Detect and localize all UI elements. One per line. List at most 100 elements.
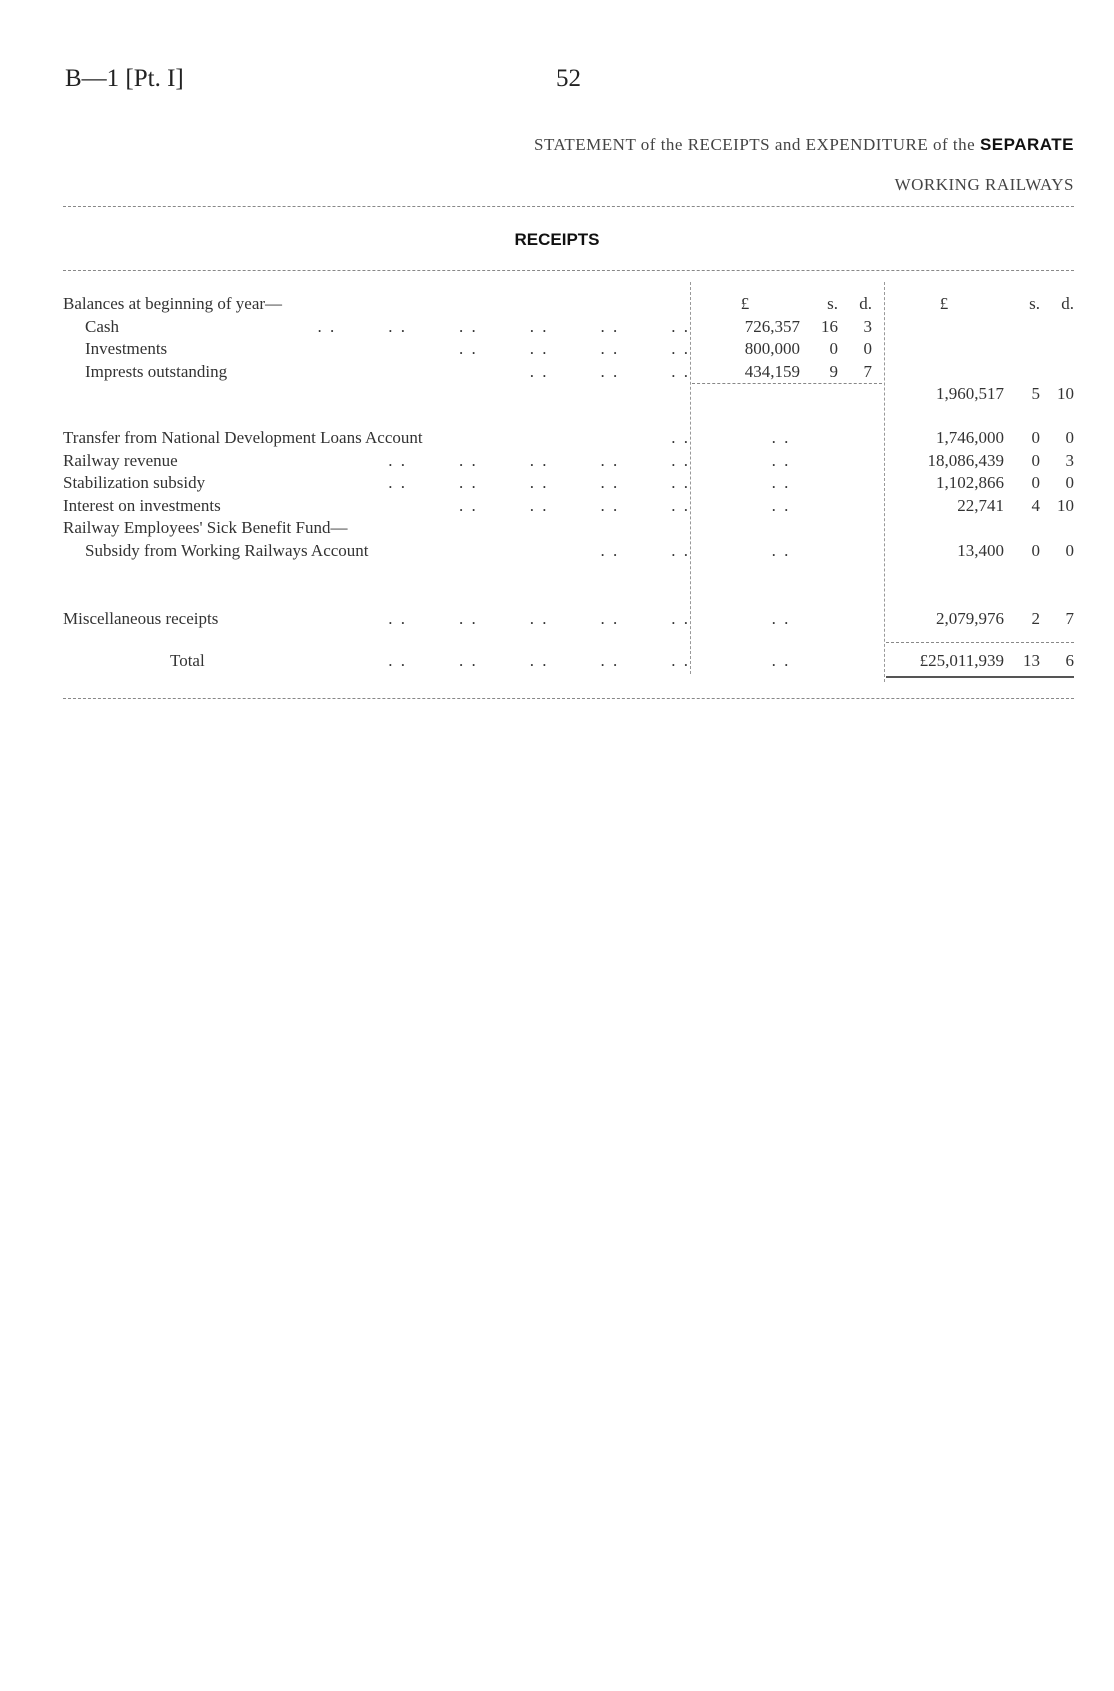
amount-pounds: £25,011,939 xyxy=(919,650,1004,670)
amount-pence: 7 xyxy=(863,361,873,381)
leader-dots: . . xyxy=(459,473,478,492)
title-bold: SEPARATE xyxy=(979,135,1074,154)
amount-pence: 3 xyxy=(1065,450,1075,470)
amount-pence: 10 xyxy=(1057,384,1074,403)
leader-dots: . . xyxy=(459,316,478,336)
leader-dots: . . xyxy=(771,650,791,670)
amount-shillings: 16 xyxy=(821,316,838,336)
amount-pounds: 2,079,976 xyxy=(936,608,1004,628)
amount-pence: 6 xyxy=(1065,650,1075,670)
amount-pounds: 434,159 xyxy=(744,361,800,381)
leader-dots-group: . . . . . . . . xyxy=(167,339,690,359)
amount-shillings: 4 xyxy=(1031,495,1041,515)
leader-dots: . . xyxy=(459,650,478,670)
leader-dots: . . xyxy=(529,450,549,470)
leader-dots: . . xyxy=(388,608,407,628)
amount-pounds: 1,746,000 xyxy=(936,428,1004,447)
receipt-row: Stabilization subsidy . . . . . . . . . . . . 1… xyxy=(63,473,1074,496)
leader-dots: . . xyxy=(671,473,690,492)
amount-pounds: 18,086,439 xyxy=(927,450,1005,470)
receipt-row: Interest on investments . . . . . . . . . . 22… xyxy=(63,496,1074,519)
leader-dots: . . xyxy=(529,608,549,628)
leader-dots: . . xyxy=(671,608,690,628)
amount-shillings: 0 xyxy=(1031,450,1041,470)
amount-pence: 3 xyxy=(863,316,873,336)
leader-dots: . . xyxy=(529,316,549,336)
receipts-table: Balances at beginning of year— £ s. d. £ s. d.… xyxy=(63,294,1074,673)
row-label: Railway Employees' Sick Benefit Fund— xyxy=(63,518,348,537)
divider-rule xyxy=(63,206,1074,207)
leader-dots: . . xyxy=(529,650,549,670)
leader-dots: . . xyxy=(671,428,690,447)
leader-dots-group: . . . . . . . . . . xyxy=(205,473,690,493)
amount-pounds: 1,102,866 xyxy=(936,473,1004,492)
leader-dots: . . xyxy=(771,473,791,492)
leader-dots: . . xyxy=(600,339,620,358)
row-label: Investments xyxy=(85,339,168,358)
shillings-header: s. xyxy=(827,294,838,313)
leader-dots-group: . . . . . . . . xyxy=(221,496,690,516)
leader-dots: . . xyxy=(671,495,690,515)
amount-pounds: 13,400 xyxy=(957,540,1004,560)
total-row: Total . . . . . . . . . . . . £25,011,939 13 6 xyxy=(63,651,1074,674)
leader-dots: . . xyxy=(600,316,620,336)
page-number: 52 xyxy=(556,65,581,92)
leader-dots-group: . . . . . . . . . . xyxy=(205,651,690,671)
amount-pounds: 800,000 xyxy=(744,339,800,358)
leader-dots: . . xyxy=(771,608,791,628)
leader-dots: . . xyxy=(600,540,620,560)
row-label: Subsidy from Working Railways Account xyxy=(85,540,369,560)
leader-dots-group: . . . . . . . . . . xyxy=(218,609,690,629)
amount-pence: 10 xyxy=(1057,495,1074,515)
amount-pence: 0 xyxy=(1065,428,1075,447)
shillings-header: s. xyxy=(1029,294,1040,313)
column-divider xyxy=(884,282,885,682)
leader-dots: . . xyxy=(529,473,549,492)
amount-pence: 0 xyxy=(863,339,873,358)
leader-dots: . . xyxy=(459,339,478,358)
amount-shillings: 0 xyxy=(1031,473,1041,492)
receipt-row: Transfer from National Development Loans… xyxy=(63,428,1074,451)
amount-pence: 7 xyxy=(1065,608,1075,628)
amount-pounds: 726,357 xyxy=(744,316,800,336)
receipt-row: Miscellaneous receipts. .. .. .. .. .. .… xyxy=(63,609,1074,632)
leader-dots: . . xyxy=(529,495,549,515)
leader-dots: . . xyxy=(388,473,407,492)
balance-subtotal-row: 1,960,517 5 10 xyxy=(63,384,1074,407)
leader-dots: . . xyxy=(459,495,478,515)
pence-header: d. xyxy=(1061,294,1074,313)
leader-dots: . . xyxy=(771,428,791,447)
pounds-header: £ xyxy=(939,294,949,313)
leader-dots: . . xyxy=(317,316,337,336)
amount-shillings: 0 xyxy=(1031,540,1041,560)
balance-row: Imprests outstanding . . . . . . 434,159 9 7 xyxy=(63,362,1074,385)
section-heading: RECEIPTS xyxy=(514,230,600,249)
statement-subtitle: WORKING RAILWAYS xyxy=(894,175,1074,194)
row-label: Transfer from National Development Loans… xyxy=(63,428,423,447)
amount-shillings: 2 xyxy=(1031,608,1041,628)
leader-dots: . . xyxy=(771,540,791,560)
receipt-row: Railway revenue . . . . . . . . . . . . 18,086,… xyxy=(63,451,1074,474)
row-label: Miscellaneous receipts xyxy=(63,608,219,628)
leader-dots: . . xyxy=(459,608,478,628)
balance-row: Cash . . . . . . . . . . . . 726,357 16 3 xyxy=(63,317,1074,340)
leader-dots-group: . . xyxy=(423,428,690,448)
title-prefix: STATEMENT of the RECEIPTS and EXPENDITUR… xyxy=(534,135,976,154)
receipt-row: Railway Employees' Sick Benefit Fund— xyxy=(63,518,1074,541)
leader-dots: . . xyxy=(600,473,620,492)
row-label: Balances at beginning of year— xyxy=(63,294,283,313)
leader-dots-group: . . . . . . xyxy=(227,362,690,382)
receipt-row: Subsidy from Working Railways Account . .… xyxy=(63,541,1074,564)
amount-shillings: 5 xyxy=(1031,384,1041,403)
leader-dots: . . xyxy=(671,361,690,381)
leader-dots: . . xyxy=(671,450,690,470)
statement-title: STATEMENT of the RECEIPTS and EXPENDITUR… xyxy=(534,135,1074,155)
balance-row: Investments . . . . . . . . 800,000 0 0 xyxy=(63,339,1074,362)
row-label: Cash xyxy=(85,316,119,336)
leader-dots: . . xyxy=(529,361,549,381)
leader-dots-group: . . . . . . . . . . . . xyxy=(119,317,690,337)
column-divider xyxy=(690,282,691,674)
leader-dots: . . xyxy=(671,650,690,670)
subtotal-rule xyxy=(692,383,882,384)
leader-dots: . . xyxy=(671,339,690,358)
